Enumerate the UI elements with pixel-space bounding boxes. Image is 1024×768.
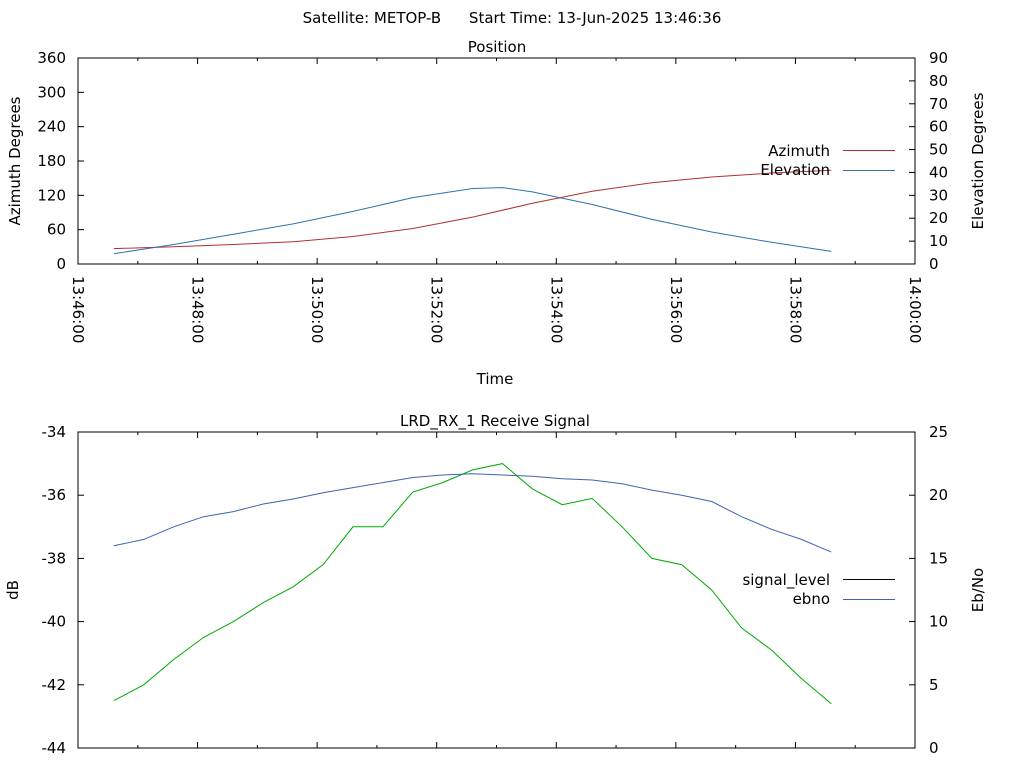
y2-tick-label: 0 [929, 739, 939, 757]
legend-label-azimuth: Azimuth [768, 142, 830, 160]
y2-tick-label: 25 [929, 423, 948, 441]
position-chart-title: Position [468, 38, 526, 56]
position-chart: Position 13:46:00 13:48:00 13:50:00 13:52:0… [6, 38, 987, 388]
start-time: Start Time: 13-Jun-2025 13:46:36 [469, 9, 721, 27]
satellite-name: Satellite: METOP-B [303, 9, 441, 27]
y2-tick-label: 80 [929, 72, 948, 90]
header-title: Satellite: METOP-B Start Time: 13-Jun-202… [303, 9, 722, 27]
y-tick-label: -38 [42, 549, 67, 567]
y2-tick-label: 20 [929, 486, 948, 504]
y-tick-label: 0 [56, 255, 66, 273]
y-tick-label: -34 [42, 423, 67, 441]
y2-tick-label: 10 [929, 613, 948, 631]
x-tick-label: 13:48:00 [189, 276, 207, 343]
y-tick-label: 360 [37, 49, 66, 67]
y-tick-label: 120 [37, 186, 66, 204]
y-tick-label: 60 [47, 221, 66, 239]
signal-chart: LRD_RX_1 Receive Signal -44-42-40-38-36-… [4, 412, 987, 757]
position-x-axis-label: Time [476, 370, 514, 388]
signal-axes: -44 -42 -40 -38 -36 -34 0 5 10 15 20 25 [42, 423, 949, 757]
series-line-signal-level [113, 463, 832, 705]
position-y2-axis-label: Elevation Degrees [969, 92, 987, 229]
x-tick-label: 13:56:00 [667, 276, 685, 343]
signal-y-axis-label: dB [4, 580, 22, 600]
x-tick-label: 13:54:00 [547, 276, 565, 343]
signal-chart-title: LRD_RX_1 Receive Signal [400, 412, 590, 431]
y2-tick-label: 0 [929, 255, 939, 273]
signal-legend: signal_level ebno [742, 571, 895, 608]
y2-tick-label: 30 [929, 186, 948, 204]
signal-plot-frame [77, 431, 916, 749]
position-y-axis-label: Azimuth Degrees [6, 96, 24, 225]
x-tick-label: 13:52:00 [428, 276, 446, 343]
y2-tick-label: 5 [929, 676, 939, 694]
signal-y2-axis-label: Eb/No [969, 568, 987, 612]
x-tick-label: 13:58:00 [786, 276, 804, 343]
legend-label-signal-level: signal_level [742, 571, 830, 590]
y2-tick-label: 70 [929, 95, 948, 113]
y2-tick-label: 10 [929, 232, 948, 250]
position-series [113, 169, 832, 255]
y-tick-label: -36 [42, 486, 67, 504]
y2-tick-label: 50 [929, 141, 948, 159]
x-tick-label: 14:00:00 [906, 276, 924, 343]
series-line-elevation [113, 187, 832, 255]
position-legend: Azimuth Elevation [760, 142, 895, 179]
y2-tick-label: 40 [929, 163, 948, 181]
series-line-ebno [113, 473, 832, 553]
y-tick-label: -44 [42, 739, 67, 757]
y-tick-label: -42 [42, 676, 67, 694]
y2-tick-label: 90 [929, 49, 948, 67]
y2-tick-label: 60 [929, 118, 948, 136]
x-tick-label: 13:46:00 [69, 276, 87, 343]
y2-tick-label: 20 [929, 209, 948, 227]
y-tick-label: -40 [42, 613, 67, 631]
y-tick-label: 180 [37, 152, 66, 170]
series-line-azimuth [113, 169, 832, 250]
signal-series [113, 463, 832, 705]
y-tick-label: 300 [37, 83, 66, 101]
legend-label-elevation: Elevation [760, 161, 830, 179]
legend-label-ebno: ebno [793, 590, 830, 608]
x-tick-label: 13:50:00 [308, 276, 326, 343]
position-axes: 13:46:00 13:48:00 13:50:00 13:52:00 13:54:00… [37, 49, 948, 343]
y2-tick-label: 15 [929, 549, 948, 567]
y-tick-label: 240 [37, 118, 66, 136]
